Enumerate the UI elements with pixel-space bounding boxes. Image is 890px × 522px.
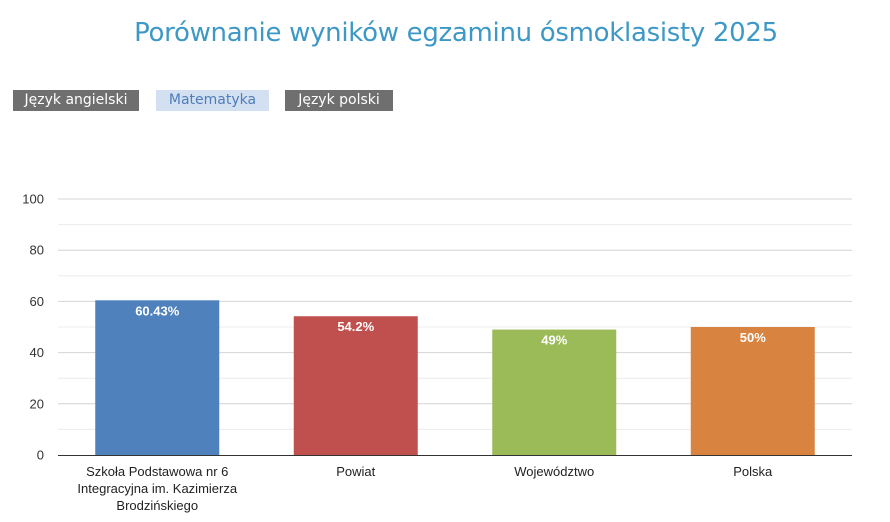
x-category-label: Szkoła Podstawowa nr 6 Integracyjna im. K… [77,464,237,513]
x-category-label: Polska [733,464,773,479]
data-label: 50% [740,330,766,345]
data-label: 54.2% [337,319,374,334]
bar[interactable] [492,329,617,455]
chart-title: Porównanie wyników egzaminu ósmoklasisty… [134,18,778,48]
y-tick-label: 40 [30,345,44,360]
bar[interactable] [293,316,418,455]
y-tick-label: 20 [30,396,44,411]
data-label: 60.43% [135,303,180,318]
y-tick-label: 100 [22,192,44,207]
x-category-label: Województwo [514,464,594,479]
bar[interactable] [95,300,220,455]
y-tick-label: 0 [37,448,44,463]
bar[interactable] [690,327,815,455]
y-tick-label: 60 [30,294,44,309]
x-category-label: Powiat [336,464,375,479]
tab-jezyk-angielski[interactable]: Język angielski [13,90,139,111]
tab-jezyk-polski[interactable]: Język polski [285,90,393,111]
data-label: 49% [541,333,567,348]
tab-matematyka[interactable]: Matematyka [156,90,269,111]
y-tick-label: 80 [30,243,44,258]
